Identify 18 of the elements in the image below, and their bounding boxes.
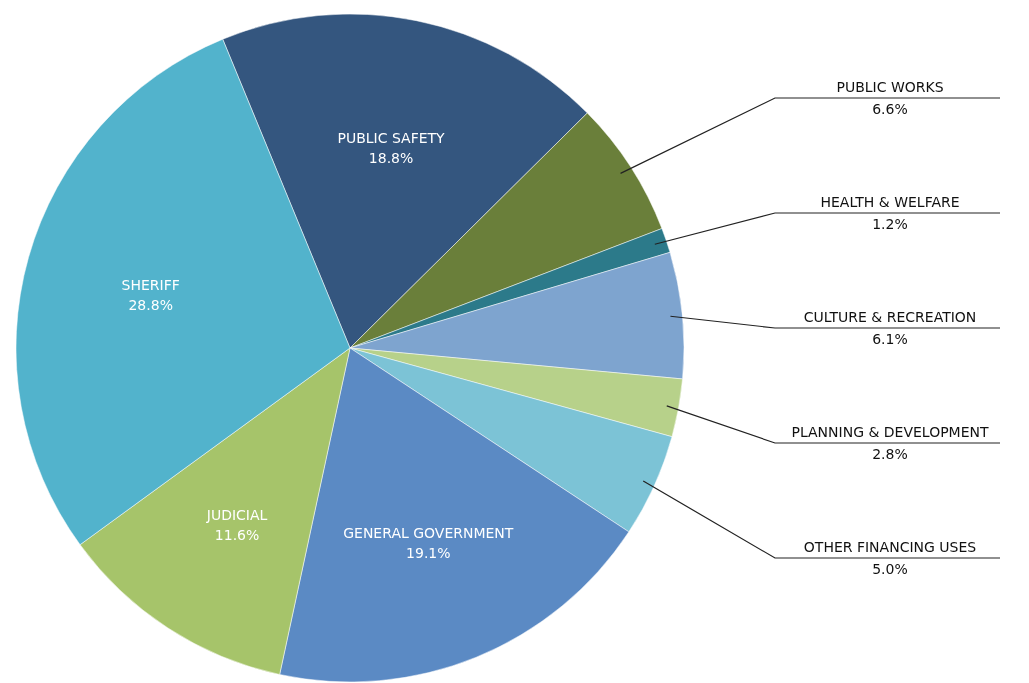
slice-label: PLANNING & DEVELOPMENT: [791, 424, 989, 440]
data-label: 18.8%: [368, 150, 414, 167]
slice-label: OTHER FINANCING USES: [803, 539, 977, 555]
slice-label: HEALTH & WELFARE: [820, 194, 960, 210]
slice-label: JUDICIAL: [205, 506, 268, 523]
data-label: 28.8%: [128, 296, 173, 313]
slice-label: GENERAL GOVERNMENT: [343, 524, 514, 541]
data-label: 19.1%: [406, 544, 451, 561]
slice-label: CULTURE & RECREATION: [803, 309, 977, 325]
data-label: 1.2%: [872, 216, 908, 232]
slice-label: PUBLIC SAFETY: [337, 130, 446, 147]
data-label: 2.8%: [872, 446, 908, 462]
data-label: 6.1%: [872, 331, 908, 347]
slice-label: SHERIFF: [121, 276, 180, 293]
data-label: 5.0%: [872, 561, 908, 577]
data-label: 11.6%: [214, 526, 260, 543]
slice-label: PUBLIC WORKS: [836, 79, 944, 95]
data-label: 6.6%: [872, 101, 908, 117]
